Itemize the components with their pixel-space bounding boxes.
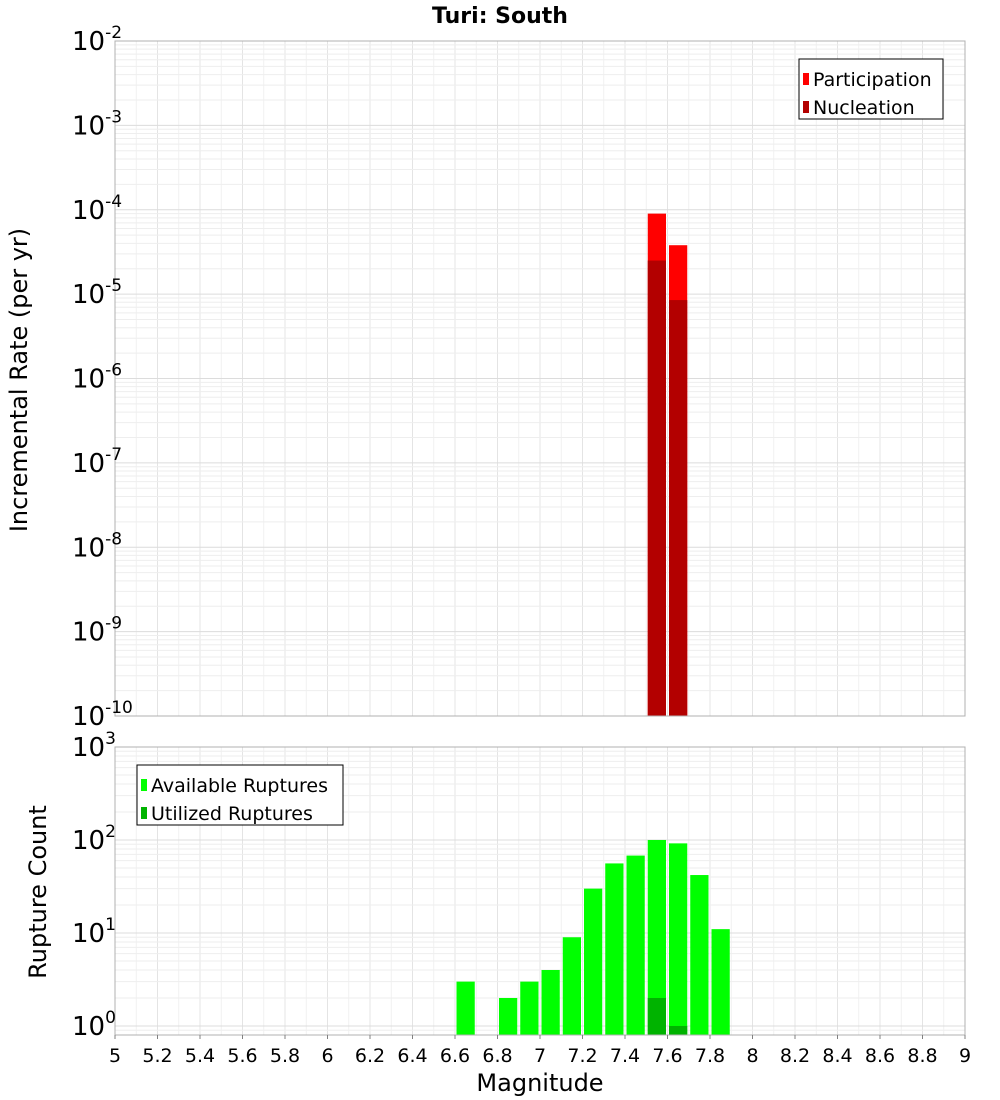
count-bar-series1 bbox=[605, 863, 624, 1035]
x-tick-label: 6.8 bbox=[482, 1045, 512, 1067]
rupture-count-panel: 100 101 102 103 5 5.2 5.4 5.6 5.8 6 6.2 6.4 6.6 6.8 7… bbox=[24, 729, 971, 1097]
chart-title: Turi: South bbox=[432, 4, 568, 29]
count-y-tick-label: 101 bbox=[72, 915, 116, 949]
count-bar-series1 bbox=[541, 969, 560, 1035]
rate-legend-swatch bbox=[803, 73, 809, 85]
rate-legend-label: Nucleation bbox=[813, 97, 915, 119]
count-legend-label: Utilized Ruptures bbox=[151, 803, 313, 825]
x-tick-label: 5 bbox=[109, 1045, 121, 1067]
x-tick-label: 7.4 bbox=[610, 1045, 640, 1067]
x-tick-label: 6.2 bbox=[355, 1045, 385, 1067]
x-tick-label: 5.6 bbox=[227, 1045, 257, 1067]
rate-plot-frame bbox=[114, 40, 966, 717]
rate-y-tick-label: 10-6 bbox=[72, 361, 122, 395]
count-y-tick-label: 100 bbox=[72, 1008, 116, 1042]
x-tick-label: 6.4 bbox=[397, 1045, 427, 1067]
count-bar-series1 bbox=[584, 888, 603, 1035]
count-bar-series1 bbox=[499, 997, 518, 1035]
count-y-tick-label: 102 bbox=[72, 822, 116, 856]
x-tick-label: 5.8 bbox=[270, 1045, 300, 1067]
x-tick-label: 8.6 bbox=[865, 1045, 895, 1067]
count-legend-swatch bbox=[141, 779, 147, 791]
count-x-ticks: 5 5.2 5.4 5.6 5.8 6 6.2 6.4 6.6 6.8 7 7.2 7.4 7.6 7.8 8… bbox=[109, 1035, 971, 1067]
count-bar-series1 bbox=[562, 937, 581, 1035]
x-tick-label: 8.8 bbox=[907, 1045, 937, 1067]
rate-bar-series2 bbox=[669, 300, 688, 716]
x-tick-label: 8 bbox=[746, 1045, 758, 1067]
count-legend-swatch bbox=[141, 807, 147, 819]
x-tick-label: 5.2 bbox=[142, 1045, 172, 1067]
count-bar-series1 bbox=[456, 981, 475, 1035]
count-bar-series2 bbox=[647, 997, 666, 1035]
rate-legend-swatch bbox=[803, 101, 809, 113]
rate-legend-label: Participation bbox=[813, 69, 932, 91]
rate-legend-box bbox=[798, 58, 944, 120]
x-tick-label: 8.2 bbox=[780, 1045, 810, 1067]
x-axis-label: Magnitude bbox=[476, 1069, 603, 1097]
rate-bar-series2 bbox=[647, 260, 666, 716]
count-bar-series2 bbox=[669, 1025, 688, 1035]
x-tick-label: 5.4 bbox=[185, 1045, 215, 1067]
count-bar-series1 bbox=[647, 839, 666, 1035]
x-tick-label: 8.4 bbox=[822, 1045, 852, 1067]
x-tick-label: 6.6 bbox=[440, 1045, 470, 1067]
x-tick-label: 9 bbox=[959, 1045, 971, 1067]
rate-grid bbox=[114, 40, 966, 717]
x-tick-label: 7.8 bbox=[695, 1045, 725, 1067]
count-y-tick-label: 103 bbox=[72, 729, 116, 763]
count-y-axis-label: Rupture Count bbox=[24, 805, 52, 979]
rate-legend: Participation Nucleation bbox=[798, 58, 944, 120]
count-y-ticks: 100 101 102 103 bbox=[72, 729, 116, 1042]
rate-y-axis-label: Incremental Rate (per yr) bbox=[5, 228, 33, 532]
count-legend: Available Ruptures Utilized Ruptures bbox=[136, 764, 344, 826]
rate-y-tick-label: 10-10 bbox=[72, 698, 133, 732]
x-tick-label: 7 bbox=[534, 1045, 546, 1067]
count-bar-series1 bbox=[626, 855, 645, 1035]
x-tick-label: 7.6 bbox=[652, 1045, 682, 1067]
x-tick-label: 7.2 bbox=[567, 1045, 597, 1067]
count-bar-series1 bbox=[669, 843, 688, 1035]
count-legend-label: Available Ruptures bbox=[151, 775, 328, 797]
count-bar-series1 bbox=[520, 981, 539, 1035]
rate-bars bbox=[647, 213, 688, 717]
x-tick-label: 6 bbox=[321, 1045, 333, 1067]
count-legend-box bbox=[136, 764, 344, 826]
count-bar-series1 bbox=[711, 929, 730, 1035]
count-bar-series1 bbox=[690, 875, 709, 1035]
count-bars bbox=[456, 839, 730, 1035]
